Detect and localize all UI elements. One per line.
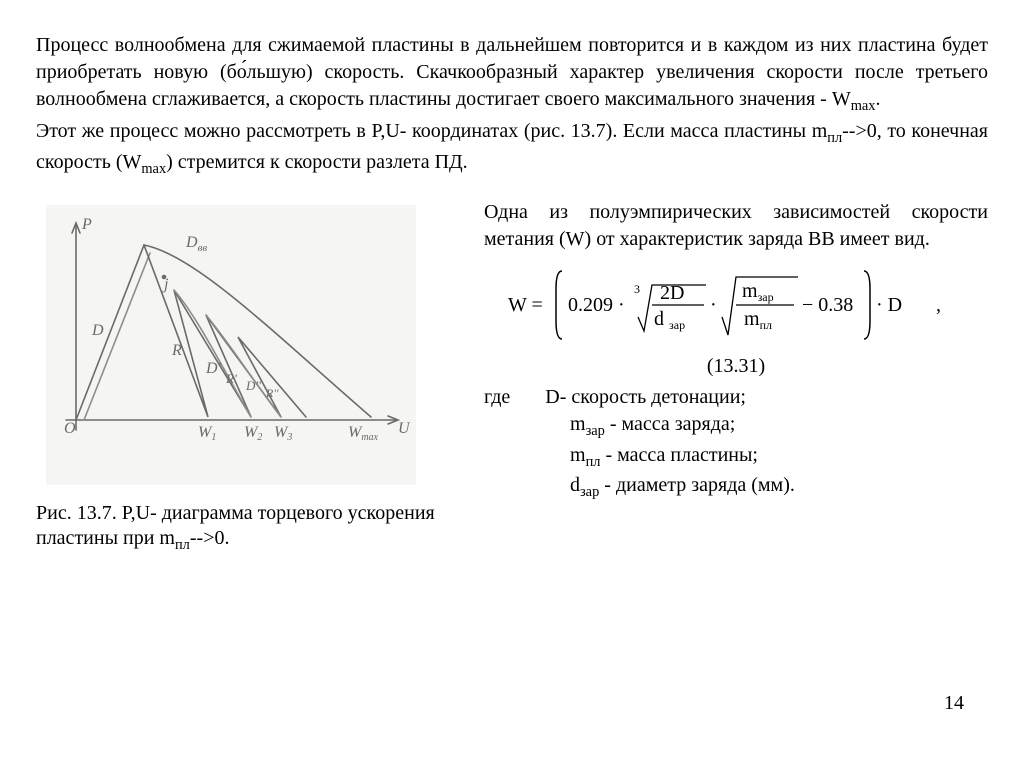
paragraph-2: Этот же процесс можно рассмотреть в P,U-… — [36, 118, 988, 179]
svg-text:· D: · D — [876, 294, 902, 316]
svg-text:O: O — [64, 420, 76, 437]
page-number: 14 — [944, 690, 964, 717]
fc-b: -->0. — [190, 527, 230, 549]
where-block: где D- скорость детонации; mзар - масса … — [484, 384, 988, 502]
sub-pl: пл — [175, 537, 190, 553]
equation-number: (13.31) — [484, 353, 988, 380]
w1: D- скорость детонации; — [545, 386, 746, 408]
svg-text:P: P — [81, 216, 92, 233]
fc-a: Рис. 13.7. P,U- диаграмма торцевого уско… — [36, 502, 435, 549]
w4b: - диаметр заряда (мм). — [599, 474, 795, 496]
formula: W = 0.209 · 3 2D d зар · mзар m — [484, 259, 988, 351]
w4a: d — [570, 474, 580, 496]
svg-text:R': R' — [225, 371, 237, 386]
right-intro: Одна из полуэмпирических зависимостей ск… — [484, 199, 988, 253]
svg-text:D': D' — [205, 360, 222, 377]
svg-text:,: , — [936, 294, 941, 316]
paragraph-1: Процесс волнообмена для сжимаемой пласти… — [36, 32, 988, 116]
where-line-4: dзар - диаметр заряда (мм). — [484, 472, 988, 502]
sub-zar: зар — [586, 423, 605, 439]
w3a: m — [570, 444, 586, 466]
svg-text:·: · — [710, 294, 717, 316]
svg-text:2D: 2D — [660, 282, 684, 304]
p1-tail: . — [876, 88, 881, 110]
sub-pl: пл — [586, 454, 601, 470]
sub-max: max — [141, 161, 166, 177]
svg-text:R'': R'' — [265, 386, 279, 400]
w2b: - масса заряда; — [605, 413, 736, 435]
where-line-3: mпл - масса пластины; — [484, 442, 988, 472]
svg-text:D'': D'' — [245, 378, 261, 393]
where-line-1: где D- скорость детонации; — [484, 384, 988, 411]
p1-text: Процесс волнообмена для сжимаемой пласти… — [36, 34, 988, 110]
svg-text:mпл: mпл — [744, 308, 772, 332]
svg-text:0.209 ·: 0.209 · — [568, 294, 625, 316]
sub-zar: зар — [580, 484, 599, 500]
right-column: Одна из полуэмпирических зависимостей ск… — [484, 199, 988, 554]
svg-text:j: j — [162, 276, 169, 293]
svg-text:d зар: d зар — [654, 308, 685, 332]
svg-text:− 0.38: − 0.38 — [802, 294, 853, 316]
svg-text:U: U — [398, 420, 411, 437]
w2a: m — [570, 413, 586, 435]
formula-svg: W = 0.209 · 3 2D d зар · mзар m — [506, 259, 966, 351]
svg-text:3: 3 — [634, 282, 640, 296]
p2a: Этот же процесс можно рассмотреть в P,U-… — [36, 120, 827, 142]
svg-text:mзар: mзар — [742, 280, 774, 304]
two-column-layout: P U O Dвв D j R D' R' D'' R'' W1 W2 W3 W… — [36, 199, 988, 554]
p2c: ) стремится к скорости разлета ПД. — [166, 151, 468, 173]
left-column: P U O Dвв D j R D' R' D'' R'' W1 W2 W3 W… — [36, 199, 466, 554]
svg-text:R: R — [171, 342, 182, 359]
sub-pl: пл — [827, 130, 842, 146]
svg-text:D: D — [91, 322, 104, 339]
pu-diagram: P U O Dвв D j R D' R' D'' R'' W1 W2 W3 W… — [46, 205, 416, 485]
figure-caption: Рис. 13.7. P,U- диаграмма торцевого уско… — [36, 501, 466, 554]
svg-text:W =: W = — [508, 294, 543, 316]
where-label: где — [484, 386, 510, 408]
w3b: - масса пластины; — [600, 444, 758, 466]
sub-max: max — [851, 98, 876, 114]
where-line-2: mзар - масса заряда; — [484, 411, 988, 441]
